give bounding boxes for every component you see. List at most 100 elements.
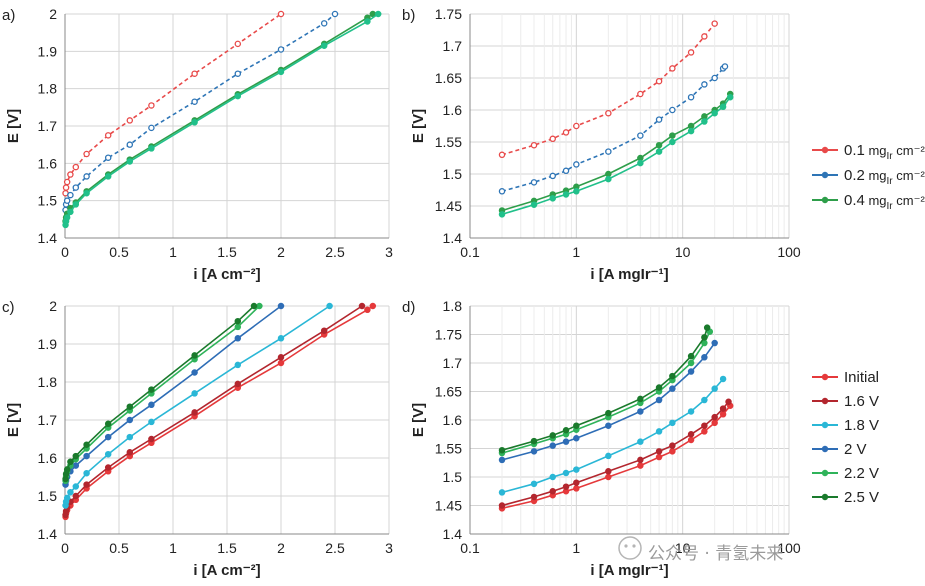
- legend-swatch-marker: [821, 397, 829, 405]
- data-point: [234, 92, 242, 100]
- data-point: [63, 494, 71, 502]
- legend-label: 0.2 mgIr cm⁻²: [844, 167, 925, 187]
- y-axis-title: E [V]: [410, 109, 427, 143]
- legend-label: 1.6 V: [844, 393, 879, 410]
- data-point: [277, 302, 285, 310]
- series-6: [62, 302, 258, 483]
- legend-unit-tail: cm⁻²: [893, 168, 925, 183]
- series-2: [62, 10, 339, 214]
- y-tick-label: 1.4: [443, 526, 463, 542]
- legend-label: Initial: [844, 369, 879, 386]
- data-point: [655, 453, 663, 461]
- data-point: [498, 489, 506, 496]
- data-point: [669, 385, 676, 392]
- data-point: [669, 65, 676, 72]
- data-point: [655, 141, 663, 149]
- data-point: [687, 368, 695, 375]
- data-point: [605, 175, 612, 183]
- data-point: [669, 442, 676, 449]
- data-point: [331, 10, 339, 18]
- y-tick-label: 1.65: [435, 384, 462, 400]
- watermark: 公众号 · 青氢未来: [648, 544, 784, 564]
- legend-unit: mg: [865, 143, 887, 158]
- data-point: [701, 396, 708, 404]
- data-point: [320, 327, 328, 334]
- data-point: [498, 502, 506, 509]
- legend-swatch-marker: [821, 171, 829, 179]
- data-point: [67, 208, 74, 216]
- data-point: [83, 452, 90, 460]
- legend-value: 1.8 V: [844, 417, 879, 434]
- series-line: [64, 305, 374, 518]
- data-point: [83, 441, 90, 448]
- data-point: [562, 167, 570, 175]
- data-point: [549, 135, 556, 143]
- data-point: [126, 416, 134, 424]
- series-line: [501, 93, 731, 212]
- data-point: [711, 413, 718, 421]
- data-point: [72, 184, 80, 191]
- x-tick-label: 2: [277, 244, 285, 260]
- data-point: [358, 302, 366, 310]
- series-1: [498, 20, 718, 159]
- panel-d: d) 1.4 1.45 1.5 1.55 1.6 1.65 1.7 1.75 1.8 0.1 1 10 1…: [402, 298, 879, 579]
- x-tick-label: 0.5: [109, 244, 129, 260]
- data-point: [701, 354, 708, 361]
- data-point: [62, 184, 70, 191]
- data-point: [637, 159, 644, 167]
- data-point: [277, 335, 285, 342]
- data-point: [605, 473, 612, 481]
- data-point: [63, 178, 71, 186]
- y-tick-label: 1.7: [38, 118, 58, 134]
- data-point: [530, 179, 538, 186]
- series-1: [62, 10, 285, 197]
- y-tick-label: 1.75: [435, 6, 462, 22]
- data-point: [562, 469, 570, 477]
- x-tick-label: 2: [277, 540, 285, 556]
- data-point: [726, 93, 734, 101]
- series-2: [498, 398, 732, 509]
- data-point: [277, 354, 285, 361]
- data-point: [637, 462, 644, 469]
- data-point: [530, 201, 538, 208]
- legend-value: 0.1: [844, 142, 865, 159]
- x-tick-label: 100: [777, 244, 801, 260]
- data-point: [234, 380, 242, 388]
- wechat-icon: [618, 536, 642, 560]
- wechat-icon-eye: [624, 544, 628, 548]
- data-point: [67, 191, 74, 199]
- data-point: [655, 396, 663, 404]
- x-axis-title: i [A cm⁻²]: [193, 266, 260, 283]
- x-tick-label: 1: [169, 244, 177, 260]
- data-point: [83, 481, 90, 488]
- y-tick-label: 1.8: [38, 81, 58, 97]
- data-point: [83, 189, 90, 197]
- data-point: [191, 70, 198, 77]
- data-point: [104, 154, 112, 161]
- legend-unit-subscript: Ir: [887, 151, 894, 162]
- watermark-logo: [618, 536, 642, 560]
- legend-value: 0.4: [844, 192, 865, 209]
- legend-unit-subscript: Ir: [887, 201, 894, 212]
- legend-swatch-marker: [821, 445, 829, 453]
- y-tick-label: 1.9: [38, 43, 58, 59]
- legend-swatch-marker: [821, 421, 829, 429]
- data-point: [374, 10, 382, 18]
- panel-label: c): [2, 299, 15, 316]
- data-point: [655, 448, 663, 455]
- data-point: [562, 427, 570, 434]
- data-point: [191, 390, 198, 397]
- data-point: [669, 132, 676, 139]
- y-tick-label: 1.55: [435, 134, 462, 150]
- data-point: [369, 302, 377, 310]
- legend-swatch-marker: [821, 146, 829, 154]
- data-point: [148, 124, 155, 132]
- data-point: [126, 433, 134, 441]
- data-point: [67, 171, 74, 178]
- legend-unit-tail: cm⁻²: [893, 143, 925, 158]
- y-axis-title: E [V]: [5, 403, 22, 437]
- data-point: [721, 63, 729, 70]
- data-point: [605, 148, 612, 155]
- data-point: [687, 408, 695, 415]
- data-point: [530, 493, 538, 501]
